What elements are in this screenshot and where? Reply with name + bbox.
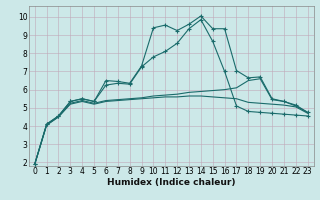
X-axis label: Humidex (Indice chaleur): Humidex (Indice chaleur) — [107, 178, 236, 187]
